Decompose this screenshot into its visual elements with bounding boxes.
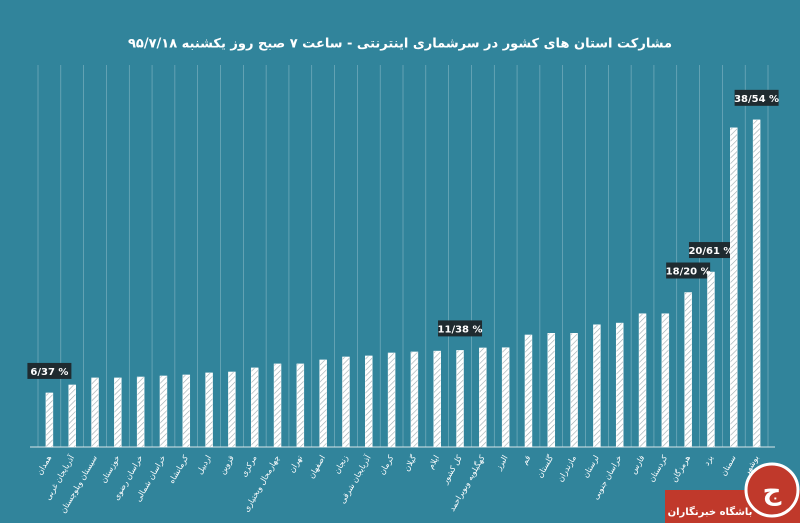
bar	[136, 376, 145, 448]
value-label-box	[734, 89, 779, 106]
bar	[752, 119, 761, 448]
bar	[91, 377, 99, 448]
value-label-box	[27, 362, 72, 379]
bar	[342, 356, 350, 448]
bar	[661, 313, 670, 448]
value-label: 6/37 %	[30, 367, 68, 378]
value-label: 38/54 %	[734, 94, 779, 105]
bar	[319, 359, 327, 448]
bar	[296, 363, 305, 448]
watermark: باشگاه خبرنگاران	[668, 505, 753, 518]
bar	[250, 367, 259, 448]
bar	[273, 363, 282, 448]
x-tick-label: قم	[520, 454, 532, 467]
bar	[205, 372, 213, 448]
bar	[68, 384, 76, 448]
bar	[387, 352, 396, 448]
bar	[114, 377, 122, 448]
bar	[684, 292, 692, 448]
value-label-box	[438, 320, 483, 337]
bar	[365, 355, 373, 448]
x-tick-label: یزد	[702, 454, 715, 467]
bar	[501, 347, 510, 448]
bar	[638, 313, 647, 448]
value-label-box	[666, 262, 711, 279]
bar	[547, 332, 556, 448]
bar	[433, 350, 441, 448]
bar	[182, 374, 191, 448]
value-label-box	[688, 242, 733, 259]
bar	[615, 322, 624, 448]
bar	[159, 375, 168, 448]
watermark-logo-letter: ج	[763, 477, 782, 507]
bar	[730, 127, 738, 448]
bar	[707, 271, 715, 448]
bar	[479, 347, 487, 448]
value-label: 18/20 %	[666, 267, 711, 278]
value-label: 11/38 %	[438, 324, 483, 335]
watermark-logo	[744, 462, 800, 518]
bar	[410, 351, 419, 448]
bar	[45, 392, 54, 448]
bar	[228, 371, 236, 448]
chart-title: مشارکت استان های کشور در سرشماری اینترنت…	[128, 37, 672, 52]
bar	[570, 332, 578, 448]
grid	[37, 65, 769, 447]
value-label: 20/61 %	[688, 246, 733, 257]
bar	[456, 350, 464, 448]
bar	[524, 334, 533, 448]
bar	[593, 324, 601, 448]
